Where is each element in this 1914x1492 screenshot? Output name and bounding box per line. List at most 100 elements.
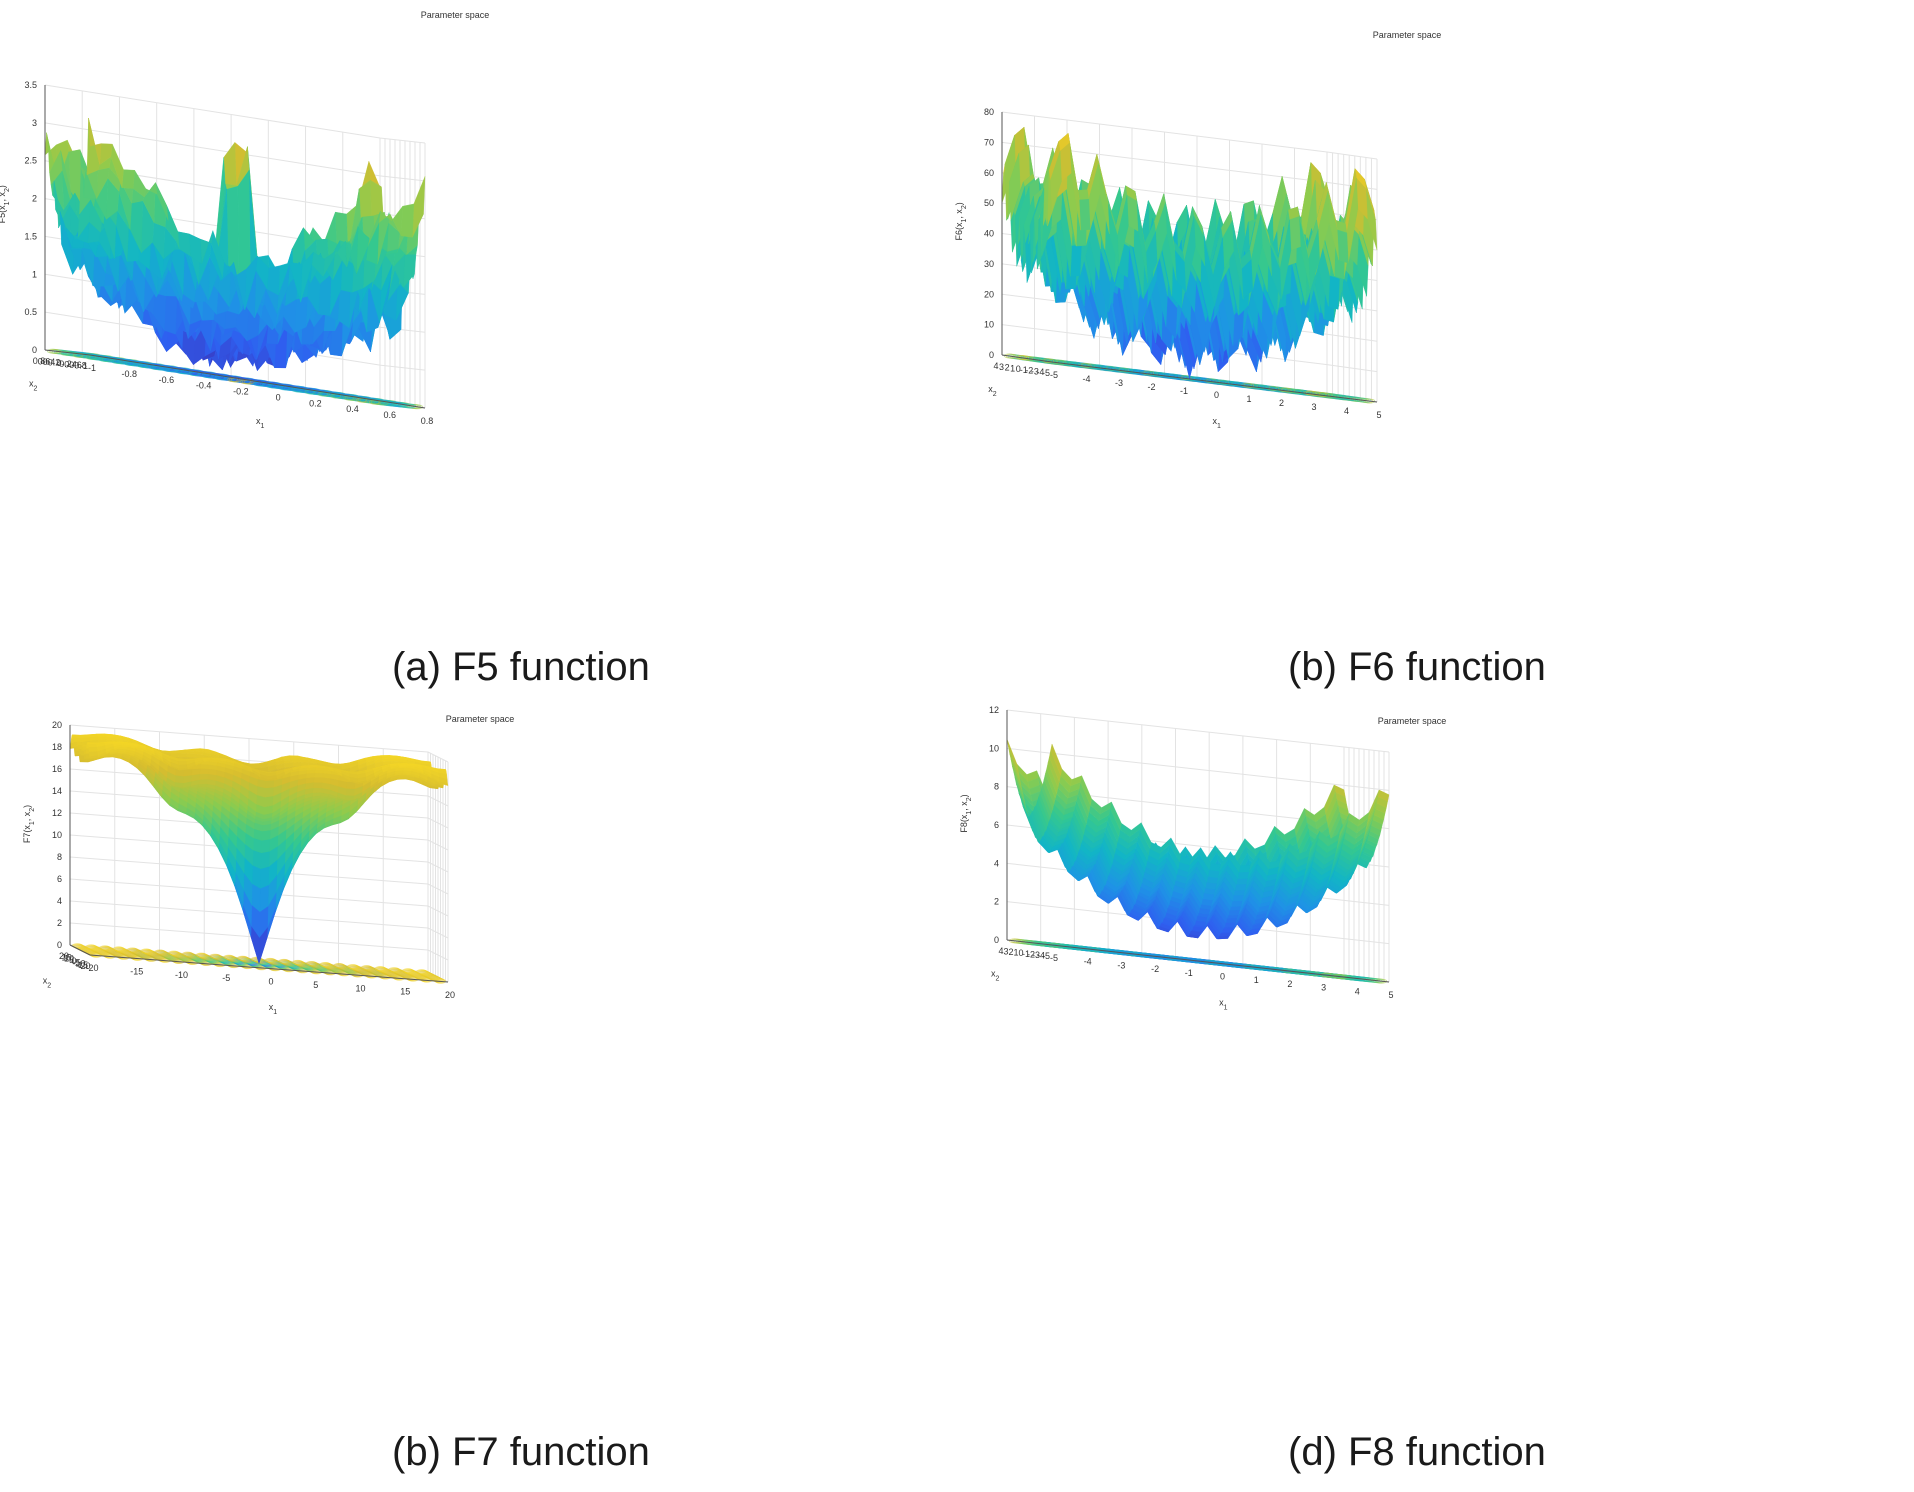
surface-patch (223, 141, 237, 187)
x-tick-label: -0.6 (159, 375, 175, 385)
y-tick-label: 0.4 (43, 357, 56, 367)
x-tick-label: -0.8 (121, 369, 137, 379)
y-tick-label: -0.4 (61, 359, 77, 369)
z-tick-label: 30 (984, 259, 994, 269)
y-tick-label: 1 (1010, 363, 1015, 373)
x-tick-label: 0 (276, 392, 281, 402)
contour-ring (237, 955, 248, 961)
surface-patch (164, 295, 178, 335)
z-tick-label: 1.5 (24, 231, 37, 241)
surface-patch (251, 764, 261, 769)
y-tick-label: 0 (56, 358, 61, 368)
contour-ring (154, 949, 166, 955)
contour-ring (223, 954, 235, 960)
y-tick-label: -0.6 (66, 360, 82, 370)
y-axis-label: x2 (988, 384, 997, 398)
z-tick-label: 0.5 (24, 307, 37, 317)
x-tick-label: 3 (1311, 402, 1316, 412)
panel-f6: Parameter space 0 10 20 30 40 50 60 70 80 -5 -4 -3 -2… (954, 0, 1914, 700)
plot-title: Parameter space (446, 714, 515, 724)
y-tick-label: 2 (1005, 363, 1010, 373)
y-tick-label: -2 (1025, 366, 1033, 376)
z-tick-label: 80 (984, 107, 994, 117)
y-tick-label: 4 (993, 361, 998, 371)
z-tick-label: 60 (984, 168, 994, 178)
contour-ring (361, 965, 372, 970)
contour-ring (1003, 353, 1015, 359)
z-tick-label: 3.5 (24, 80, 37, 90)
x-tick-label: -5 (1050, 370, 1058, 380)
z-tick-label: 70 (984, 137, 994, 147)
surface-patch (294, 296, 308, 333)
surface-patch (121, 169, 135, 189)
plot-title: Parameter space (421, 10, 490, 20)
z-tick-label: 0 (989, 350, 994, 360)
contour-ring (388, 967, 400, 972)
contour-ring (292, 959, 303, 965)
x-tick-label: 1 (1246, 394, 1251, 404)
z-tick-label: 3 (32, 118, 37, 128)
x-tick-label: -4 (1082, 374, 1090, 384)
contour-ring (140, 948, 152, 954)
surface-patch (1337, 229, 1349, 264)
x-tick-label: 0 (1214, 390, 1219, 400)
contour-ring (402, 968, 414, 974)
contour-ring (305, 960, 317, 966)
z-axis-label: F6(x1, x2) (954, 202, 968, 240)
z-tick-label: 2.5 (24, 156, 37, 166)
y-tick-label: -0.8 (71, 360, 87, 370)
y-tick-label: -3 (1031, 366, 1039, 376)
contour-ring (319, 962, 331, 967)
x-axis-line (1051, 361, 1378, 403)
contour-ring (416, 969, 427, 975)
contour-ring (182, 951, 193, 957)
surface-patch (400, 203, 415, 238)
surface-patch (1050, 150, 1062, 211)
x-tick-label: 2 (1279, 398, 1284, 408)
surface-patch (1077, 189, 1089, 201)
z-tick-label: 0 (32, 345, 37, 355)
contour-ring (168, 950, 180, 956)
x-tick-label: 0.6 (384, 410, 397, 420)
z-tick-label: 10 (984, 320, 994, 330)
surface-patch (1078, 199, 1091, 231)
y-tick-label: 0.2 (48, 358, 61, 368)
surface-patch (1289, 216, 1301, 251)
y-axis-line (44, 349, 91, 356)
x-tick-label: 4 (1344, 406, 1349, 416)
caption-f6: (b) F6 function (1288, 645, 1546, 689)
surface-patch (88, 118, 102, 165)
contour-ring (278, 958, 290, 964)
panel-f7: Parameter space 0 2 4 6 8 10 12 14 16 18 20 -20 -15 -1… (0, 700, 957, 1492)
contour-ring (264, 957, 276, 963)
x-tick-label: -0.4 (196, 381, 212, 391)
surface-patch (299, 759, 309, 763)
x-axis-label: x1 (1213, 416, 1222, 430)
contour-ring (250, 956, 262, 962)
x-tick-label: 0.4 (346, 404, 359, 414)
z-axis-label: F5(x1, x2) (0, 185, 11, 223)
contour-ring (333, 963, 345, 968)
plot-title: Parameter space (1373, 30, 1442, 40)
surface-patch (186, 753, 196, 758)
x-tick-label: -3 (1115, 378, 1123, 388)
x-axis-label: x1 (256, 416, 265, 430)
axes (44, 85, 426, 409)
y-tick-label: -1 (80, 361, 88, 371)
x-tick-label: 0.2 (309, 398, 322, 408)
z-tick-label: 2 (32, 194, 37, 204)
x-tick-label: 5 (1376, 410, 1381, 420)
x-tick-label: -0.2 (233, 387, 249, 397)
y-axis-label: x2 (29, 378, 38, 392)
z-tick-label: 20 (984, 289, 994, 299)
z-tick-label: 1 (32, 269, 37, 279)
surface-patch (1328, 275, 1340, 310)
axes (1001, 112, 1378, 403)
x-tick-label: -1 (1180, 386, 1188, 396)
contour-ring (347, 964, 359, 969)
z-tick-label: 40 (984, 229, 994, 239)
surface-patch (169, 751, 179, 754)
grid-line-z (44, 84, 426, 144)
